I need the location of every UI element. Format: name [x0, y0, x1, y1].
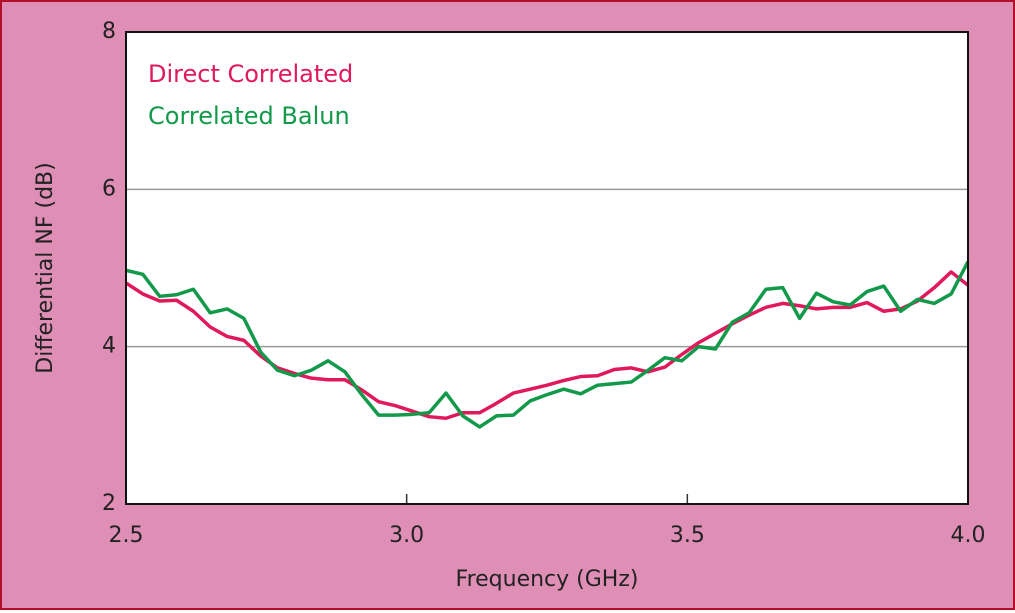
- plot-area: [126, 32, 968, 504]
- legend-label: Correlated Balun: [148, 102, 350, 130]
- x-tick-label: 4.0: [951, 523, 986, 548]
- y-tick-label: 4: [102, 334, 116, 359]
- series-line: [125, 260, 970, 429]
- x-tick-label: 3.0: [389, 523, 424, 548]
- x-tick-label: 3.5: [670, 523, 705, 548]
- y-tick-label: 2: [102, 491, 116, 516]
- legend-label: Direct Correlated: [148, 60, 353, 88]
- x-tick-label: 2.5: [109, 523, 144, 548]
- x-axis-label: Frequency (GHz): [456, 567, 639, 592]
- y-tick-label: 8: [102, 19, 116, 44]
- y-tick-label: 6: [102, 176, 116, 201]
- plot-frame: [125, 31, 969, 505]
- y-axis-label: Differential NF (dB): [33, 162, 58, 373]
